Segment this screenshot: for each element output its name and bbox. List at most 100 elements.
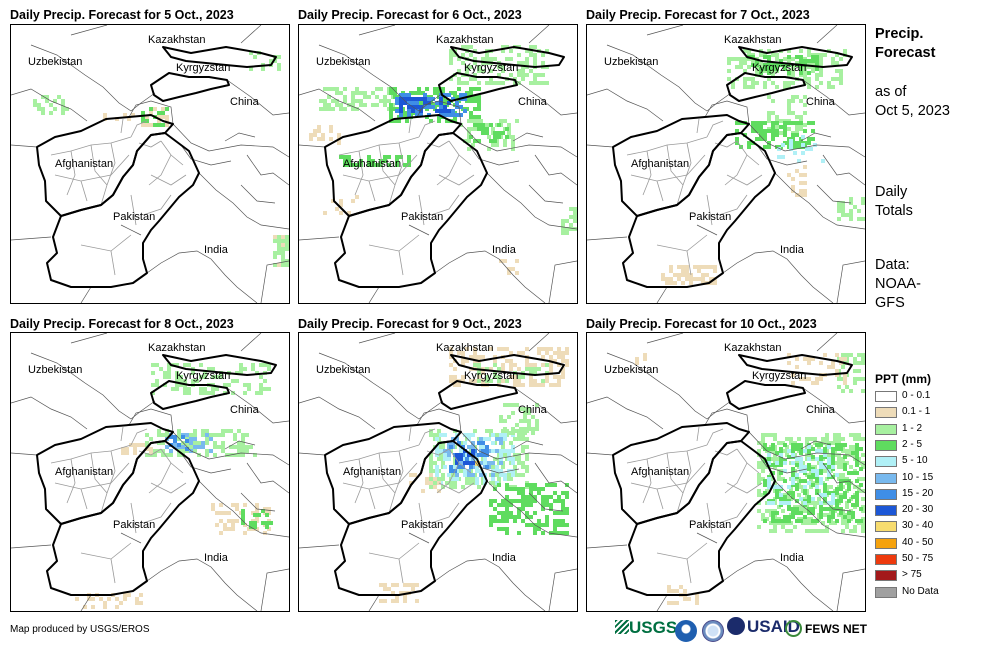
map-svg: [299, 333, 577, 611]
country-label-afghanistan: Afghanistan: [55, 158, 114, 170]
legend-label: 40 - 50: [902, 536, 934, 548]
legend-swatch: [875, 488, 897, 500]
country-label-kazakhstan: Kazakhstan: [724, 34, 782, 46]
country-label-kyrgyzstan: Kyrgyzstan: [464, 370, 519, 382]
country-label-india: India: [204, 552, 228, 564]
country-boundaries: [587, 333, 865, 611]
precip-field: [379, 347, 569, 603]
country-label-uzbekistan: Uzbekistan: [316, 56, 371, 68]
province-boundaries: [338, 426, 475, 584]
panel-title-6: Daily Precip. Forecast for 10 Oct., 2023: [586, 317, 817, 331]
panel-title-5: Daily Precip. Forecast for 9 Oct., 2023: [298, 317, 522, 331]
legend-label: No Data: [902, 585, 939, 597]
legend-swatch: [875, 570, 897, 582]
country-label-china: China: [806, 404, 835, 416]
side-title-line2: Forecast: [875, 45, 936, 61]
country-label-china: China: [230, 96, 259, 108]
legend-label: > 75: [902, 569, 922, 581]
noaa-logo-icon: [675, 620, 697, 642]
province-boundaries: [626, 426, 763, 584]
country-label-afghanistan: Afghanistan: [631, 158, 690, 170]
totals-label: Totals: [875, 203, 913, 219]
country-label-pakistan: Pakistan: [689, 211, 732, 223]
legend-label: 1 - 2: [902, 422, 923, 434]
country-label-india: India: [780, 552, 804, 564]
map-svg: [11, 25, 289, 303]
country-label-pakistan: Pakistan: [401, 519, 444, 531]
country-label-uzbekistan: Uzbekistan: [28, 364, 83, 376]
legend-label: 30 - 40: [902, 520, 934, 532]
panel-title-4: Daily Precip. Forecast for 8 Oct., 2023: [10, 317, 234, 331]
country-boundaries: [11, 25, 289, 303]
country-label-india: India: [492, 552, 516, 564]
country-label-afghanistan: Afghanistan: [55, 466, 114, 478]
map-panel-3: Kazakhstan Uzbekistan Kyrgyzstan China Afgha…: [586, 24, 866, 304]
country-label-kyrgyzstan: Kyrgyzstan: [752, 370, 807, 382]
map-svg: [299, 25, 577, 303]
country-label-uzbekistan: Uzbekistan: [604, 364, 659, 376]
country-label-pakistan: Pakistan: [689, 519, 732, 531]
province-boundaries: [50, 426, 187, 584]
legend-label: 50 - 75: [902, 553, 934, 564]
country-label-afghanistan: Afghanistan: [343, 158, 402, 170]
country-label-china: China: [518, 404, 547, 416]
country-label-uzbekistan: Uzbekistan: [316, 364, 371, 376]
highlighted-countries: [36, 354, 277, 596]
legend-label: 2 - 5: [902, 438, 923, 450]
fewsnet-globe-icon: [785, 620, 802, 637]
map-panel-1: Kazakhstan Uzbekistan Kyrgyzstan China Afgha…: [10, 24, 290, 304]
legend-label: 10 - 15: [902, 471, 934, 483]
highlighted-countries: [36, 46, 277, 288]
highlighted-countries: [612, 46, 853, 288]
province-boundaries: [626, 118, 763, 276]
country-label-pakistan: Pakistan: [113, 211, 156, 223]
legend-label: 0 - 0.1: [902, 390, 931, 401]
map-panel-4: Kazakhstan Uzbekistan Kyrgyzstan China Afgha…: [10, 332, 290, 612]
data-source-line2: GFS: [875, 295, 905, 311]
map-svg: [587, 25, 865, 303]
data-label: Data:: [875, 257, 910, 273]
country-label-india: India: [204, 244, 228, 256]
country-label-china: China: [230, 404, 259, 416]
precip-field: [309, 45, 577, 275]
country-label-pakistan: Pakistan: [113, 519, 156, 531]
precip-field: [75, 363, 273, 609]
legend-label: 15 - 20: [902, 487, 934, 499]
legend-swatch: [875, 407, 897, 419]
country-label-kyrgyzstan: Kyrgyzstan: [176, 370, 231, 382]
province-boundaries: [50, 118, 187, 276]
legend-swatch: [875, 456, 897, 468]
side-title-line1: Precip.: [875, 26, 924, 42]
map-svg: [11, 333, 289, 611]
map-panel-5: Kazakhstan Uzbekistan Kyrgyzstan China Afgha…: [298, 332, 578, 612]
legend-swatch: [875, 554, 897, 565]
highlighted-countries: [324, 354, 565, 596]
map-svg: [587, 333, 865, 611]
country-label-kazakhstan: Kazakhstan: [436, 342, 494, 354]
country-label-kyrgyzstan: Kyrgyzstan: [176, 62, 231, 74]
country-boundaries: [299, 333, 577, 611]
usgs-wave-icon: [615, 620, 629, 634]
country-label-india: India: [780, 244, 804, 256]
country-label-india: India: [492, 244, 516, 256]
legend-label: 5 - 10: [902, 455, 928, 467]
usgs-logo: USGS: [615, 618, 677, 638]
country-boundaries: [299, 25, 577, 303]
legend-swatch: [875, 521, 897, 533]
nasa-seal-icon: [702, 620, 724, 642]
as-of-label: as of: [875, 84, 907, 100]
country-boundaries: [11, 333, 289, 611]
as-of-date: Oct 5, 2023: [875, 103, 950, 119]
highlighted-countries: [612, 354, 853, 596]
daily-label: Daily: [875, 184, 908, 200]
country-label-kazakhstan: Kazakhstan: [724, 342, 782, 354]
usaid-seal-icon: [727, 617, 745, 635]
legend-title: PPT (mm): [875, 372, 932, 386]
panel-title-1: Daily Precip. Forecast for 5 Oct., 2023: [10, 8, 234, 22]
legend-label: 0.1 - 1: [902, 406, 931, 418]
country-label-china: China: [806, 96, 835, 108]
fewsnet-logo: FEWS NET: [785, 620, 867, 637]
map-panel-2: Kazakhstan Uzbekistan Kyrgyzstan China Afgha…: [298, 24, 578, 304]
legend-swatch: [875, 391, 897, 402]
country-label-afghanistan: Afghanistan: [343, 466, 402, 478]
